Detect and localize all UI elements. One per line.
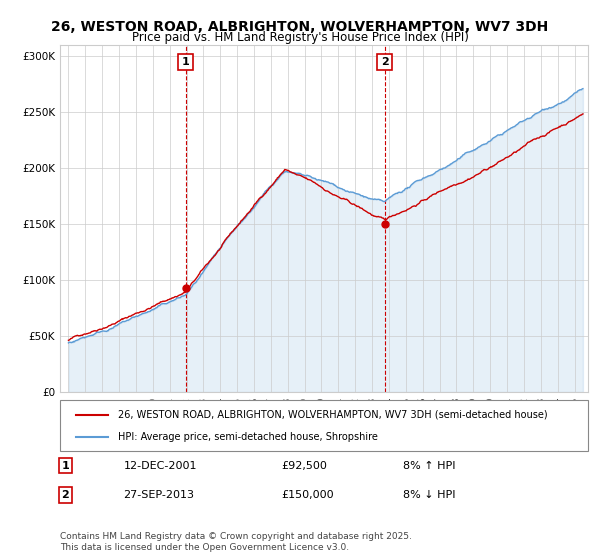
Text: 8% ↓ HPI: 8% ↓ HPI (403, 490, 456, 500)
Text: 27-SEP-2013: 27-SEP-2013 (124, 490, 194, 500)
Text: 2: 2 (61, 490, 69, 500)
Text: HPI: Average price, semi-detached house, Shropshire: HPI: Average price, semi-detached house,… (118, 432, 378, 442)
Text: 1: 1 (182, 57, 190, 67)
Text: 26, WESTON ROAD, ALBRIGHTON, WOLVERHAMPTON, WV7 3DH: 26, WESTON ROAD, ALBRIGHTON, WOLVERHAMPT… (52, 20, 548, 34)
Text: Price paid vs. HM Land Registry's House Price Index (HPI): Price paid vs. HM Land Registry's House … (131, 31, 469, 44)
Text: £92,500: £92,500 (282, 461, 328, 471)
Text: 2: 2 (380, 57, 388, 67)
Text: 1: 1 (61, 461, 69, 471)
Text: £150,000: £150,000 (282, 490, 334, 500)
FancyBboxPatch shape (60, 400, 588, 451)
Text: 8% ↑ HPI: 8% ↑ HPI (403, 461, 456, 471)
Text: 12-DEC-2001: 12-DEC-2001 (124, 461, 197, 471)
Text: 26, WESTON ROAD, ALBRIGHTON, WOLVERHAMPTON, WV7 3DH (semi-detached house): 26, WESTON ROAD, ALBRIGHTON, WOLVERHAMPT… (118, 409, 548, 419)
Text: Contains HM Land Registry data © Crown copyright and database right 2025.
This d: Contains HM Land Registry data © Crown c… (60, 532, 412, 552)
